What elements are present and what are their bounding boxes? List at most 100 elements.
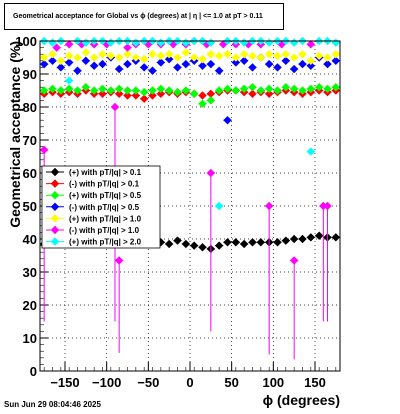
data-point [64,51,74,61]
legend-entry-label: (+) with pT/|q| > 0.5 [69,191,142,200]
legend-marker [50,190,60,200]
data-point [189,241,199,250]
data-point [64,40,74,49]
legend-entry-label: (-) with pT/|q| > 1.0 [69,226,140,235]
data-point [198,54,207,64]
y-tick-label: 10 [23,331,37,346]
data-point [264,201,274,211]
data-point [314,82,324,92]
data-point [264,84,274,94]
data-point [206,49,216,59]
chart-title: Geometrical acceptance for Global vs ϕ (… [4,3,284,30]
data-point [39,86,49,95]
x-tick-label: 0 [186,375,193,390]
y-axis-label: Geometrical acceptance (%) [7,41,23,228]
data-point [314,51,324,61]
data-point [81,56,91,66]
data-point [39,53,49,62]
data-point [323,84,332,94]
data-point [89,86,99,95]
data-point [64,76,74,85]
data-point [306,61,316,71]
data-point [48,84,57,94]
data-point [106,86,116,95]
data-point [239,56,249,66]
data-point [206,168,216,178]
data-point [139,94,149,104]
data-point [123,91,132,100]
data-point [114,84,124,94]
data-point [198,61,207,71]
data-point [56,63,66,72]
data-point [323,201,332,211]
data-point [98,89,107,99]
x-tick-label: 150 [304,375,326,390]
data-point [110,102,120,112]
data-point [306,40,316,49]
legend-marker [50,225,60,235]
data-point [48,49,57,59]
y-tick-label: 50 [23,199,37,214]
data-point [39,145,49,155]
data-point [156,51,166,61]
data-point [189,89,199,99]
data-point [114,64,124,74]
data-point [56,86,66,95]
data-point [298,234,307,244]
legend-entry-label: (-) with pT/|q| > 0.5 [69,203,140,212]
data-point [273,86,282,95]
legend-marker [50,167,60,177]
data-point [39,59,49,69]
data-point [123,43,132,52]
data-point [323,53,332,62]
data-point [214,51,224,61]
data-point [98,49,107,59]
y-tick-label: 80 [23,100,37,115]
data-point [314,231,324,240]
data-point [173,53,182,62]
plot-frame [39,40,341,372]
data-point [64,84,74,94]
legend-marker [50,214,60,223]
data-point [164,49,174,59]
data-point [289,64,299,74]
data-point [248,238,257,247]
data-point [264,49,274,59]
data-point [106,51,116,61]
data-point [273,51,282,61]
data-point [198,242,207,252]
data-point [248,63,257,72]
data-point [173,87,182,97]
data-point [131,86,141,95]
x-tick-label: 100 [262,375,284,390]
data-point [331,82,341,92]
data-point [289,53,299,62]
data-point [181,239,191,249]
data-point [306,233,316,242]
data-point [173,236,182,245]
series-2 [39,82,341,108]
data-point [214,66,224,75]
data-point [148,66,157,75]
data-point [289,84,299,94]
data-point [73,53,82,62]
data-point [123,59,132,69]
data-point [231,58,241,67]
data-point [114,89,124,99]
data-point [223,84,232,94]
data-point [173,63,182,72]
data-point [306,147,316,156]
series-3 [39,53,341,125]
data-point [214,241,224,250]
data-point [298,59,307,69]
data-point [89,61,99,71]
data-point [306,56,316,66]
y-tick-label: 60 [23,166,37,181]
data-point [281,49,291,59]
data-point [256,86,266,95]
data-point [156,84,166,94]
data-point [298,86,307,95]
data-point [273,238,282,247]
y-tick-label: 0 [30,364,37,379]
data-point [81,82,91,92]
